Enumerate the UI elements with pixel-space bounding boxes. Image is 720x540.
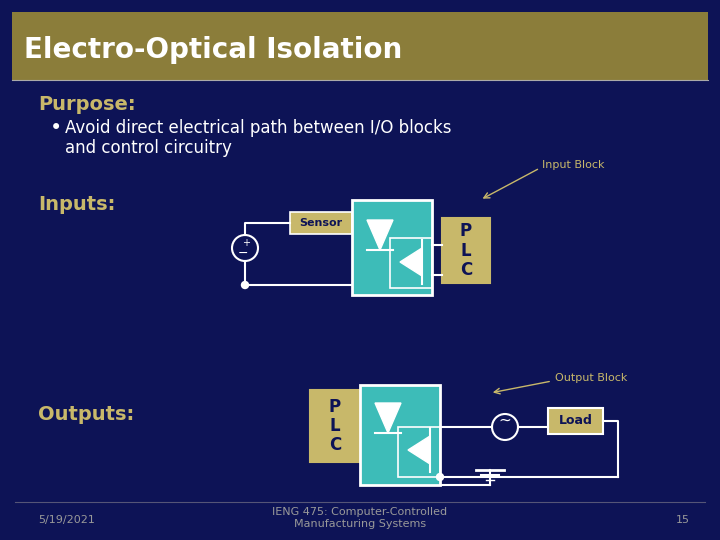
Text: P
L
C: P L C xyxy=(460,222,472,279)
Circle shape xyxy=(436,474,444,481)
Text: P
L
C: P L C xyxy=(329,397,341,454)
Text: Input Block: Input Block xyxy=(542,160,605,170)
Text: +: + xyxy=(242,238,250,248)
Text: Inputs:: Inputs: xyxy=(38,195,115,214)
Bar xyxy=(390,238,432,288)
Bar xyxy=(352,200,432,295)
Text: 5/19/2021: 5/19/2021 xyxy=(38,515,95,525)
Bar xyxy=(310,390,360,462)
Polygon shape xyxy=(375,403,401,433)
Polygon shape xyxy=(400,248,422,276)
Text: ~: ~ xyxy=(499,413,511,428)
Text: Purpose:: Purpose: xyxy=(38,96,135,114)
Bar xyxy=(442,218,490,283)
Bar xyxy=(360,385,440,485)
Text: and control circuitry: and control circuitry xyxy=(65,139,232,157)
Bar xyxy=(548,408,603,434)
Text: Outputs:: Outputs: xyxy=(38,406,134,424)
Bar xyxy=(398,427,440,477)
Polygon shape xyxy=(408,436,430,464)
Text: •: • xyxy=(50,118,62,138)
Circle shape xyxy=(241,281,248,288)
Bar xyxy=(290,212,352,234)
Polygon shape xyxy=(367,220,393,250)
Text: Electro-Optical Isolation: Electro-Optical Isolation xyxy=(24,36,402,64)
Text: Output Block: Output Block xyxy=(555,373,627,383)
Text: Sensor: Sensor xyxy=(300,218,343,228)
Bar xyxy=(12,12,708,80)
Text: Load: Load xyxy=(559,415,593,428)
Text: IENG 475: Computer-Controlled
Manufacturing Systems: IENG 475: Computer-Controlled Manufactur… xyxy=(272,507,448,529)
Text: Avoid direct electrical path between I/O blocks: Avoid direct electrical path between I/O… xyxy=(65,119,451,137)
Text: 15: 15 xyxy=(676,515,690,525)
Text: −: − xyxy=(238,246,248,260)
